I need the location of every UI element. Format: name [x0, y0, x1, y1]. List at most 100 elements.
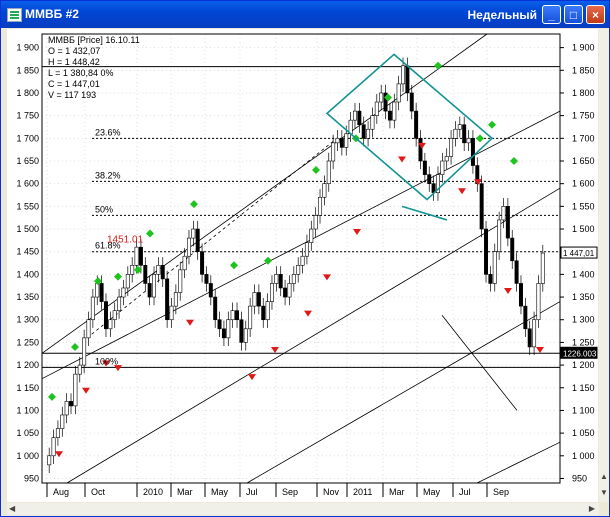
y-tick-label-right: 1 200	[572, 360, 595, 370]
candle-body	[457, 124, 462, 130]
candle-body	[248, 305, 253, 330]
candle-body	[186, 237, 191, 257]
vertical-scrollbar[interactable]: ▲ ▼	[599, 29, 609, 502]
y-tick-label-right: 1 900	[572, 43, 595, 53]
close-button[interactable]: ×	[586, 5, 605, 24]
up-fractal-icon	[488, 120, 496, 129]
candle-body	[64, 401, 69, 416]
up-fractal-icon	[264, 256, 272, 265]
candle-body	[147, 283, 152, 298]
candle-body	[344, 133, 349, 148]
candle-body	[112, 310, 117, 321]
price-tag-box	[560, 246, 598, 259]
y-tick-label-left: 1 350	[16, 292, 39, 302]
candle-body	[274, 274, 279, 284]
up-fractal-icon	[190, 200, 198, 209]
candle-body	[527, 328, 532, 348]
period-label: Недельный	[467, 8, 537, 22]
minimize-button[interactable]: _	[542, 5, 561, 24]
candle-body	[204, 274, 209, 284]
candle-body	[444, 156, 449, 162]
candle-body	[134, 246, 139, 266]
down-fractal-icon	[504, 287, 512, 294]
down-fractal-icon	[353, 229, 361, 236]
y-tick-label-right: 1 400	[572, 269, 595, 279]
candle-body	[470, 138, 475, 166]
window-icon[interactable]	[7, 8, 22, 22]
price-tag-label: 1226.003	[563, 349, 597, 358]
title-bar[interactable]: ММВБ #2 Недельный _ □ ×	[1, 1, 609, 28]
candle-body	[300, 255, 305, 266]
price-chart[interactable]: 23.6% 38.2% 50% 61.8% 100% 1451.01 950 950 1 00…	[7, 29, 598, 502]
dashed-trend-line	[86, 138, 338, 339]
down-fractal-icon	[474, 179, 482, 186]
x-tick-label: 2010	[143, 487, 163, 497]
channel-line	[66, 187, 561, 484]
maximize-button[interactable]: □	[564, 5, 583, 24]
up-fractal-icon	[434, 61, 442, 70]
candle-body	[409, 92, 414, 112]
candle-body	[178, 269, 183, 293]
horizontal-scrollbar[interactable]: ◀ ▶	[7, 503, 599, 515]
y-tick-label-right: 1 850	[572, 65, 595, 75]
candle-body	[230, 310, 235, 321]
candle-body	[195, 228, 200, 252]
candle-body	[540, 252, 545, 284]
candle-body	[156, 265, 161, 275]
fib-level-label: 50%	[95, 204, 113, 214]
candle-body	[243, 328, 248, 343]
candle-body	[138, 246, 143, 266]
up-fractal-icon	[134, 265, 142, 274]
x-tick-label: Mar	[389, 487, 405, 497]
scroll-down-icon[interactable]: ▼	[600, 488, 608, 497]
y-tick-label-right: 1 350	[572, 292, 595, 302]
x-tick-label: Aug	[53, 487, 69, 497]
y-tick-label-right: 1 250	[572, 337, 595, 347]
scroll-left-icon[interactable]: ◀	[9, 504, 16, 513]
up-fractal-icon	[476, 134, 484, 143]
y-tick-label-left: 1 650	[16, 156, 39, 166]
candle-body	[269, 283, 274, 302]
up-fractal-icon	[94, 277, 102, 286]
up-fractal-icon	[384, 93, 392, 102]
candle-body	[86, 319, 91, 339]
candle-body	[296, 265, 301, 275]
info-high: H = 1 448,42	[48, 57, 100, 67]
axes: 950 950 1 000 1 000 1 050 1 050 1 100 1 100 1 15…	[16, 33, 598, 497]
info-low: L = 1 380,84 0%	[48, 68, 113, 78]
candle-body	[488, 274, 493, 284]
fib-level-label: 61.8%	[95, 241, 121, 251]
scroll-right-icon[interactable]: ▶	[588, 504, 595, 513]
candle-body	[414, 110, 419, 139]
scroll-up-icon[interactable]: ▲	[600, 472, 608, 481]
candle-body	[226, 319, 231, 339]
candle-body	[90, 296, 95, 321]
candle-body	[99, 283, 104, 302]
price-annotation: 1451.01	[107, 235, 144, 246]
candle-body	[518, 283, 523, 307]
y-tick-label-left: 1 150	[16, 383, 39, 393]
candle-body	[370, 115, 375, 130]
candle-body	[213, 296, 218, 321]
candle-body	[121, 287, 126, 298]
y-tick-label-right: 1 000	[572, 451, 595, 461]
down-fractal-icon	[102, 360, 110, 367]
candle-body	[173, 292, 178, 307]
chart-area[interactable]: 23.6% 38.2% 50% 61.8% 100% 1451.01 950 950 1 00…	[7, 29, 598, 502]
y-tick-label-right: 1 700	[572, 133, 595, 143]
candle-body	[160, 265, 165, 280]
candle-body	[383, 92, 388, 112]
candle-body	[108, 319, 113, 330]
candle-body	[318, 196, 323, 216]
candle-body	[536, 283, 541, 321]
fib-level-label: 38.2%	[95, 170, 121, 180]
up-fractal-icon	[71, 342, 79, 351]
candle-body	[322, 183, 327, 198]
down-fractal-icon	[186, 319, 194, 326]
x-tick-label: Jul	[459, 487, 471, 497]
down-fractal-icon	[55, 451, 63, 458]
down-fractal-icon	[398, 156, 406, 163]
y-tick-label-right: 1 600	[572, 179, 595, 189]
candle-body	[51, 437, 56, 457]
x-tick-label: Oct	[91, 487, 106, 497]
